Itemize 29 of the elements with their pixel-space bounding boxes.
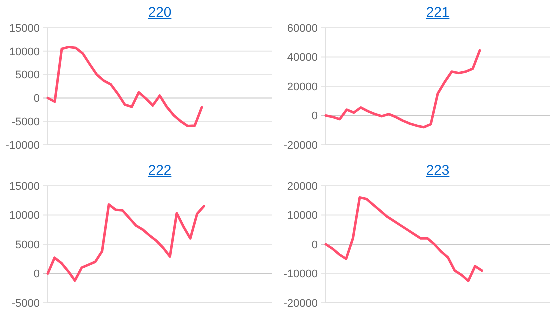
chart-title: 220 (148, 4, 172, 20)
y-tick-label: 0 (312, 239, 318, 252)
line-series (46, 203, 206, 282)
y-tick-label: 0 (34, 93, 40, 106)
y-tick-label: -5000 (12, 298, 40, 310)
y-tick-label: 0 (34, 268, 40, 281)
y-tick-label: 5000 (16, 70, 40, 82)
y-tick-label: -5000 (12, 116, 40, 128)
y-tick-label: 20000 (287, 81, 318, 94)
chart-title: 221 (426, 4, 450, 20)
y-tick-label: 15000 (9, 22, 40, 35)
line-series (46, 46, 204, 128)
y-tick-label: 10000 (9, 210, 40, 222)
y-tick-label: 0 (312, 110, 318, 123)
y-tick-label: -20000 (284, 298, 318, 310)
chart-title: 223 (426, 162, 450, 178)
line-series (324, 49, 482, 129)
y-tick-label: -20000 (284, 140, 318, 152)
y-tick-label: 60000 (287, 22, 318, 35)
y-tick-label: 20000 (287, 180, 318, 193)
y-tick-label: 15000 (9, 180, 40, 193)
y-tick-label: 10000 (9, 46, 40, 58)
y-tick-label: 5000 (16, 239, 40, 252)
y-tick-label: -10000 (6, 140, 40, 152)
y-tick-label: 10000 (287, 210, 318, 222)
y-tick-label: 40000 (287, 52, 318, 64)
chart-title: 222 (148, 162, 172, 178)
line-series (324, 196, 484, 282)
y-tick-label: -10000 (284, 268, 318, 281)
